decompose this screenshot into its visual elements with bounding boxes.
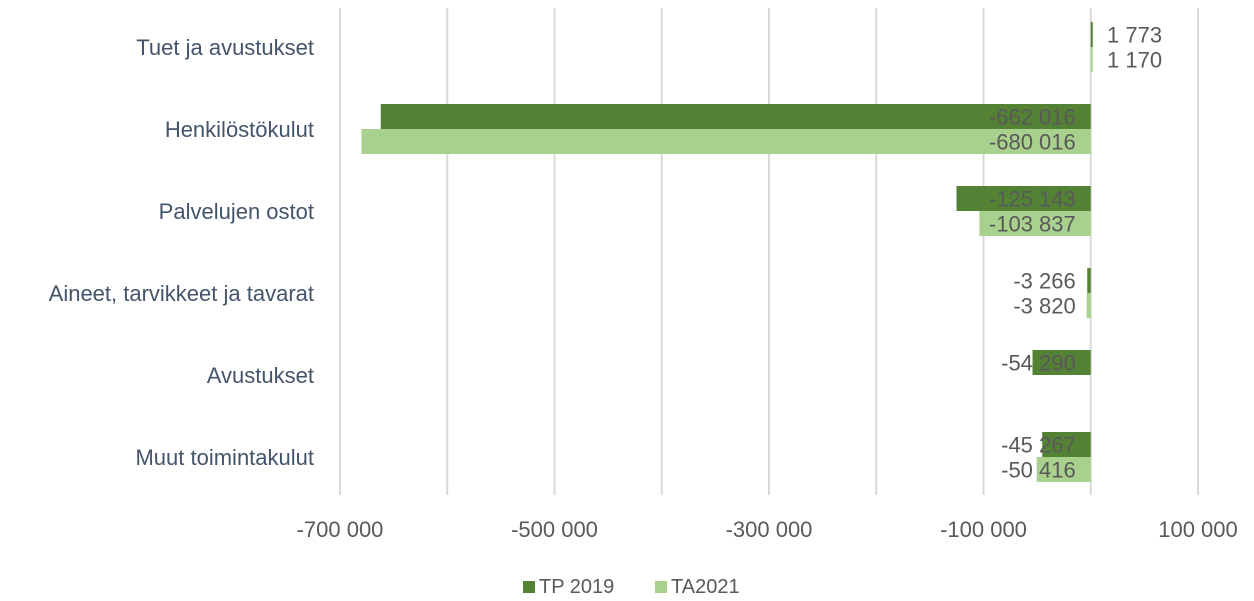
bar-ta2021 <box>1091 47 1093 72</box>
data-label: -54 290 <box>1001 351 1076 376</box>
x-tick-label: -700 000 <box>297 517 384 542</box>
x-tick-label: 100 000 <box>1158 517 1238 542</box>
x-tick-label: -500 000 <box>511 517 598 542</box>
legend-swatch <box>655 581 667 593</box>
category-label: Aineet, tarvikkeet ja tavarat <box>49 281 314 306</box>
x-tick-label: -100 000 <box>940 517 1027 542</box>
bar-ta2021 <box>361 129 1090 154</box>
data-label: -45 267 <box>1001 433 1076 458</box>
data-label: -662 016 <box>989 105 1076 130</box>
data-label: 1 773 <box>1107 23 1162 48</box>
data-label: -3 266 <box>1013 269 1075 294</box>
x-tick-label: -300 000 <box>726 517 813 542</box>
gridlines <box>340 8 1198 495</box>
category-labels: Tuet ja avustukset Henkilöstökulut Palvelu… <box>49 35 314 470</box>
category-label: Tuet ja avustukset <box>136 35 314 60</box>
data-label: -125 143 <box>989 187 1076 212</box>
category-label: Palvelujen ostot <box>159 199 314 224</box>
x-axis-tick-labels: -700 000 -500 000 -300 000 -100 000 100 000 <box>297 517 1238 542</box>
legend-label: TP 2019 <box>539 576 614 598</box>
legend: TP 2019 TA2021 <box>523 576 740 598</box>
category-label: Avustukset <box>207 363 314 388</box>
legend-label: TA2021 <box>671 576 740 598</box>
legend-swatch <box>523 581 535 593</box>
bar-tp2019 <box>1091 22 1093 47</box>
bar-tp2019 <box>1087 268 1091 293</box>
data-label: -3 820 <box>1013 294 1075 319</box>
category-label: Muut toimintakulut <box>135 445 314 470</box>
data-label: -103 837 <box>989 212 1076 237</box>
bar-ta2021 <box>1087 293 1091 318</box>
data-label: -680 016 <box>989 130 1076 155</box>
bar-tp2019 <box>381 104 1091 129</box>
data-label: 1 170 <box>1107 48 1162 73</box>
category-label: Henkilöstökulut <box>165 117 314 142</box>
data-label: -50 416 <box>1001 458 1076 483</box>
